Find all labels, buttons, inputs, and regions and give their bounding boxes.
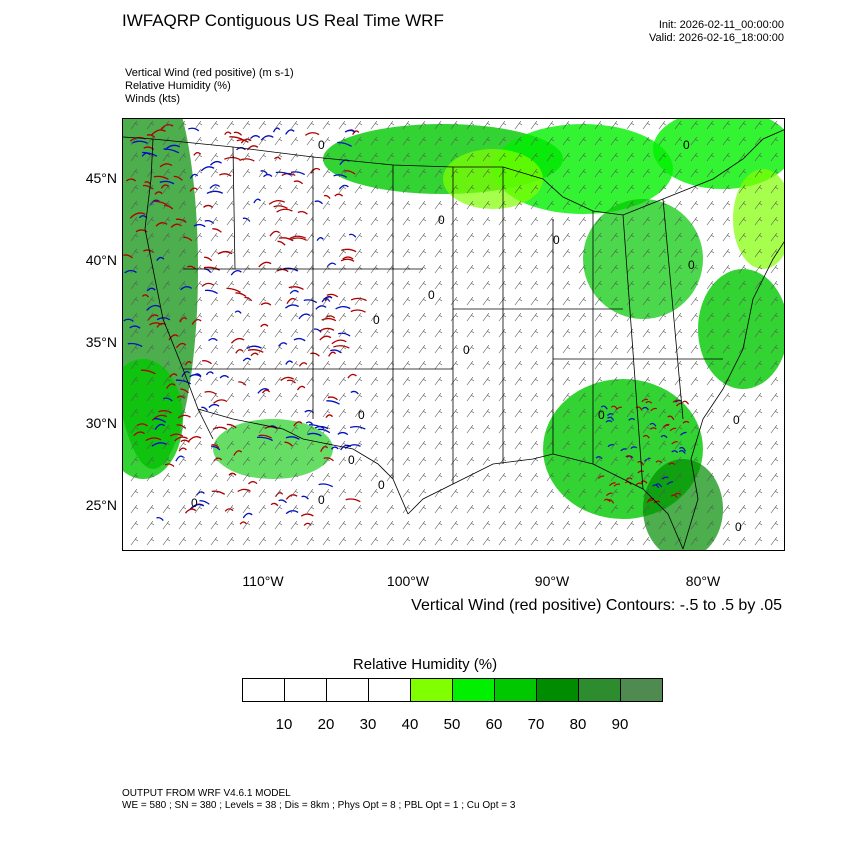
colorbar-label: 50 bbox=[443, 716, 461, 733]
valid-time: Valid: 2026-02-16_18:00:00 bbox=[649, 32, 784, 44]
weather-map: 0 0 0 0 0 0 0 0 0 0 0 0 0 0 0 0 bbox=[122, 118, 785, 551]
plot-title: IWFAQRP Contiguous US Real Time WRF bbox=[122, 11, 444, 30]
lon-tick-80w: 80°W bbox=[685, 573, 721, 589]
contour-zero-label: 0 bbox=[438, 213, 445, 227]
colorbar-swatch bbox=[579, 679, 621, 701]
colorbar bbox=[242, 678, 663, 702]
lat-tick-45: 45°N bbox=[85, 170, 117, 186]
lon-tick-110w: 110°W bbox=[242, 573, 284, 589]
contour-info: Vertical Wind (red positive) Contours: -… bbox=[411, 597, 782, 614]
map-canvas: 0 0 0 0 0 0 0 0 0 0 0 0 0 0 0 0 bbox=[123, 119, 784, 550]
vertical-wind-contours bbox=[123, 124, 690, 526]
contour-zero-label: 0 bbox=[378, 478, 385, 492]
colorbar-swatch bbox=[327, 679, 369, 701]
colorbar-swatch bbox=[369, 679, 411, 701]
colorbar-label: 40 bbox=[401, 716, 419, 733]
wind-barbs bbox=[130, 120, 779, 546]
colorbar-swatch bbox=[495, 679, 537, 701]
contour-zero-label: 0 bbox=[348, 453, 355, 467]
contour-zero-label: 0 bbox=[318, 493, 325, 507]
colorbar-label: 90 bbox=[611, 716, 629, 733]
init-time: Init: 2026-02-11_00:00:00 bbox=[658, 19, 784, 31]
field-label-relative-humidity: Relative Humidity (%) bbox=[125, 80, 231, 92]
contour-zero-label: 0 bbox=[733, 413, 740, 427]
field-label-vertical-wind: Vertical Wind (red positive) (m s-1) bbox=[125, 67, 294, 79]
colorbar-label: 80 bbox=[569, 716, 587, 733]
colorbar-swatch bbox=[621, 679, 662, 701]
colorbar-swatch bbox=[285, 679, 327, 701]
footer-config: WE = 580 ; SN = 380 ; Levels = 38 ; Dis … bbox=[122, 800, 516, 811]
footer-model: OUTPUT FROM WRF V4.6.1 MODEL bbox=[122, 788, 291, 799]
state-borders bbox=[123, 129, 784, 550]
contour-zero-label: 0 bbox=[688, 258, 695, 272]
contour-zero-label: 0 bbox=[598, 408, 605, 422]
colorbar-label: 70 bbox=[527, 716, 545, 733]
contour-zero-label: 0 bbox=[553, 233, 560, 247]
colorbar-swatch bbox=[411, 679, 453, 701]
contour-zero-label: 0 bbox=[463, 343, 470, 357]
contour-zero-labels: 0 0 0 0 0 0 0 0 0 0 0 0 0 0 0 0 bbox=[191, 138, 742, 534]
colorbar-swatch bbox=[243, 679, 285, 701]
contour-zero-label: 0 bbox=[358, 408, 365, 422]
lat-tick-35: 35°N bbox=[85, 334, 117, 350]
contour-zero-label: 0 bbox=[735, 520, 742, 534]
contour-zero-label: 0 bbox=[318, 138, 325, 152]
lon-tick-100w: 100°W bbox=[386, 573, 430, 589]
humidity-shading bbox=[123, 119, 784, 550]
contour-zero-label: 0 bbox=[683, 138, 690, 152]
contour-zero-label: 0 bbox=[191, 496, 198, 510]
lat-tick-40: 40°N bbox=[85, 252, 117, 268]
contour-zero-label: 0 bbox=[428, 288, 435, 302]
lat-tick-25: 25°N bbox=[85, 497, 117, 513]
colorbar-label: 20 bbox=[317, 716, 335, 733]
field-label-winds: Winds (kts) bbox=[125, 93, 180, 105]
colorbar-label: 60 bbox=[485, 716, 503, 733]
lat-tick-30: 30°N bbox=[85, 415, 117, 431]
colorbar-swatch bbox=[453, 679, 495, 701]
colorbar-label: 30 bbox=[359, 716, 377, 733]
colorbar-swatch bbox=[537, 679, 579, 701]
contour-zero-label: 0 bbox=[373, 313, 380, 327]
lon-tick-90w: 90°W bbox=[534, 573, 570, 589]
colorbar-label: 10 bbox=[275, 716, 293, 733]
colorbar-title: Relative Humidity (%) bbox=[352, 656, 498, 673]
